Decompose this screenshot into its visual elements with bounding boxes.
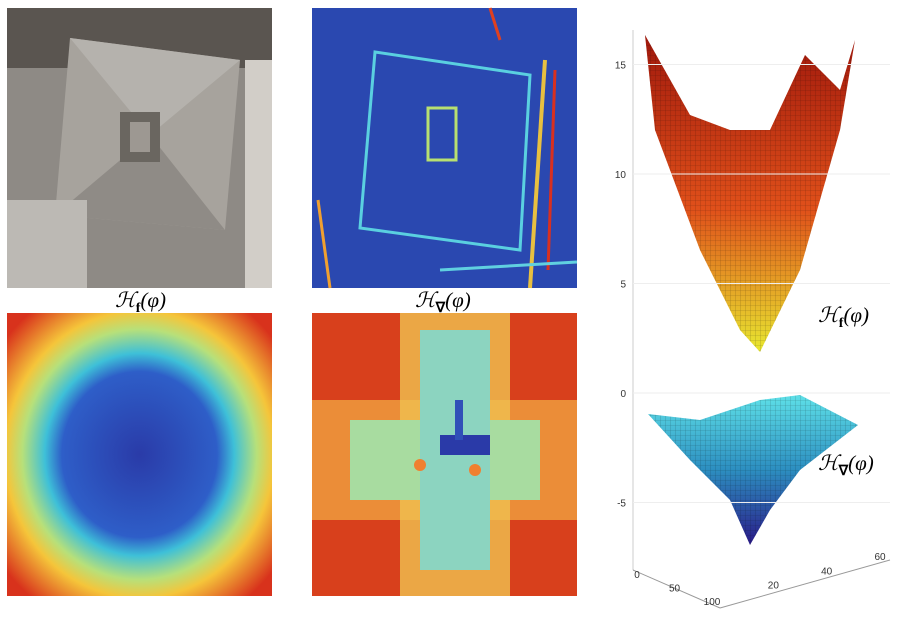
figure: ℋf(φ) ℋ∇(φ) ℋf(φ) ℋ∇(φ) 151050-505010020… (0, 0, 899, 612)
heatmap-f (7, 313, 272, 596)
y-tick-label: 20 (768, 581, 780, 592)
z-tick-label: -5 (617, 499, 626, 510)
z-tick-label: 5 (620, 280, 626, 291)
heatmap-grad (312, 313, 577, 596)
surface-plot: ℋf(φ) ℋ∇(φ) (600, 0, 899, 612)
label-arg: (φ) (843, 303, 869, 327)
aerial-image (7, 8, 272, 288)
panel-label: ℋ∇(φ) (415, 288, 471, 316)
y-tick-label: 60 (874, 552, 886, 563)
y-tick-label: 40 (821, 566, 833, 577)
panel-label: ℋf(φ) (115, 288, 166, 316)
x-tick-label: 50 (669, 584, 681, 595)
label-sub: ∇ (838, 464, 849, 479)
z-tick-label: 15 (615, 61, 627, 72)
z-tick-label: 0 (620, 389, 626, 400)
z-tick-label: 10 (615, 170, 627, 181)
label-sub: ∇ (435, 301, 446, 316)
surface-label: ℋf(φ) (818, 303, 869, 331)
label-arg: (φ) (848, 451, 874, 475)
label-arg: (φ) (445, 288, 471, 312)
gradient-image (312, 8, 577, 288)
label-arg: (φ) (140, 288, 166, 312)
x-tick-label: 0 (634, 570, 640, 581)
x-tick-label: 100 (704, 597, 721, 608)
